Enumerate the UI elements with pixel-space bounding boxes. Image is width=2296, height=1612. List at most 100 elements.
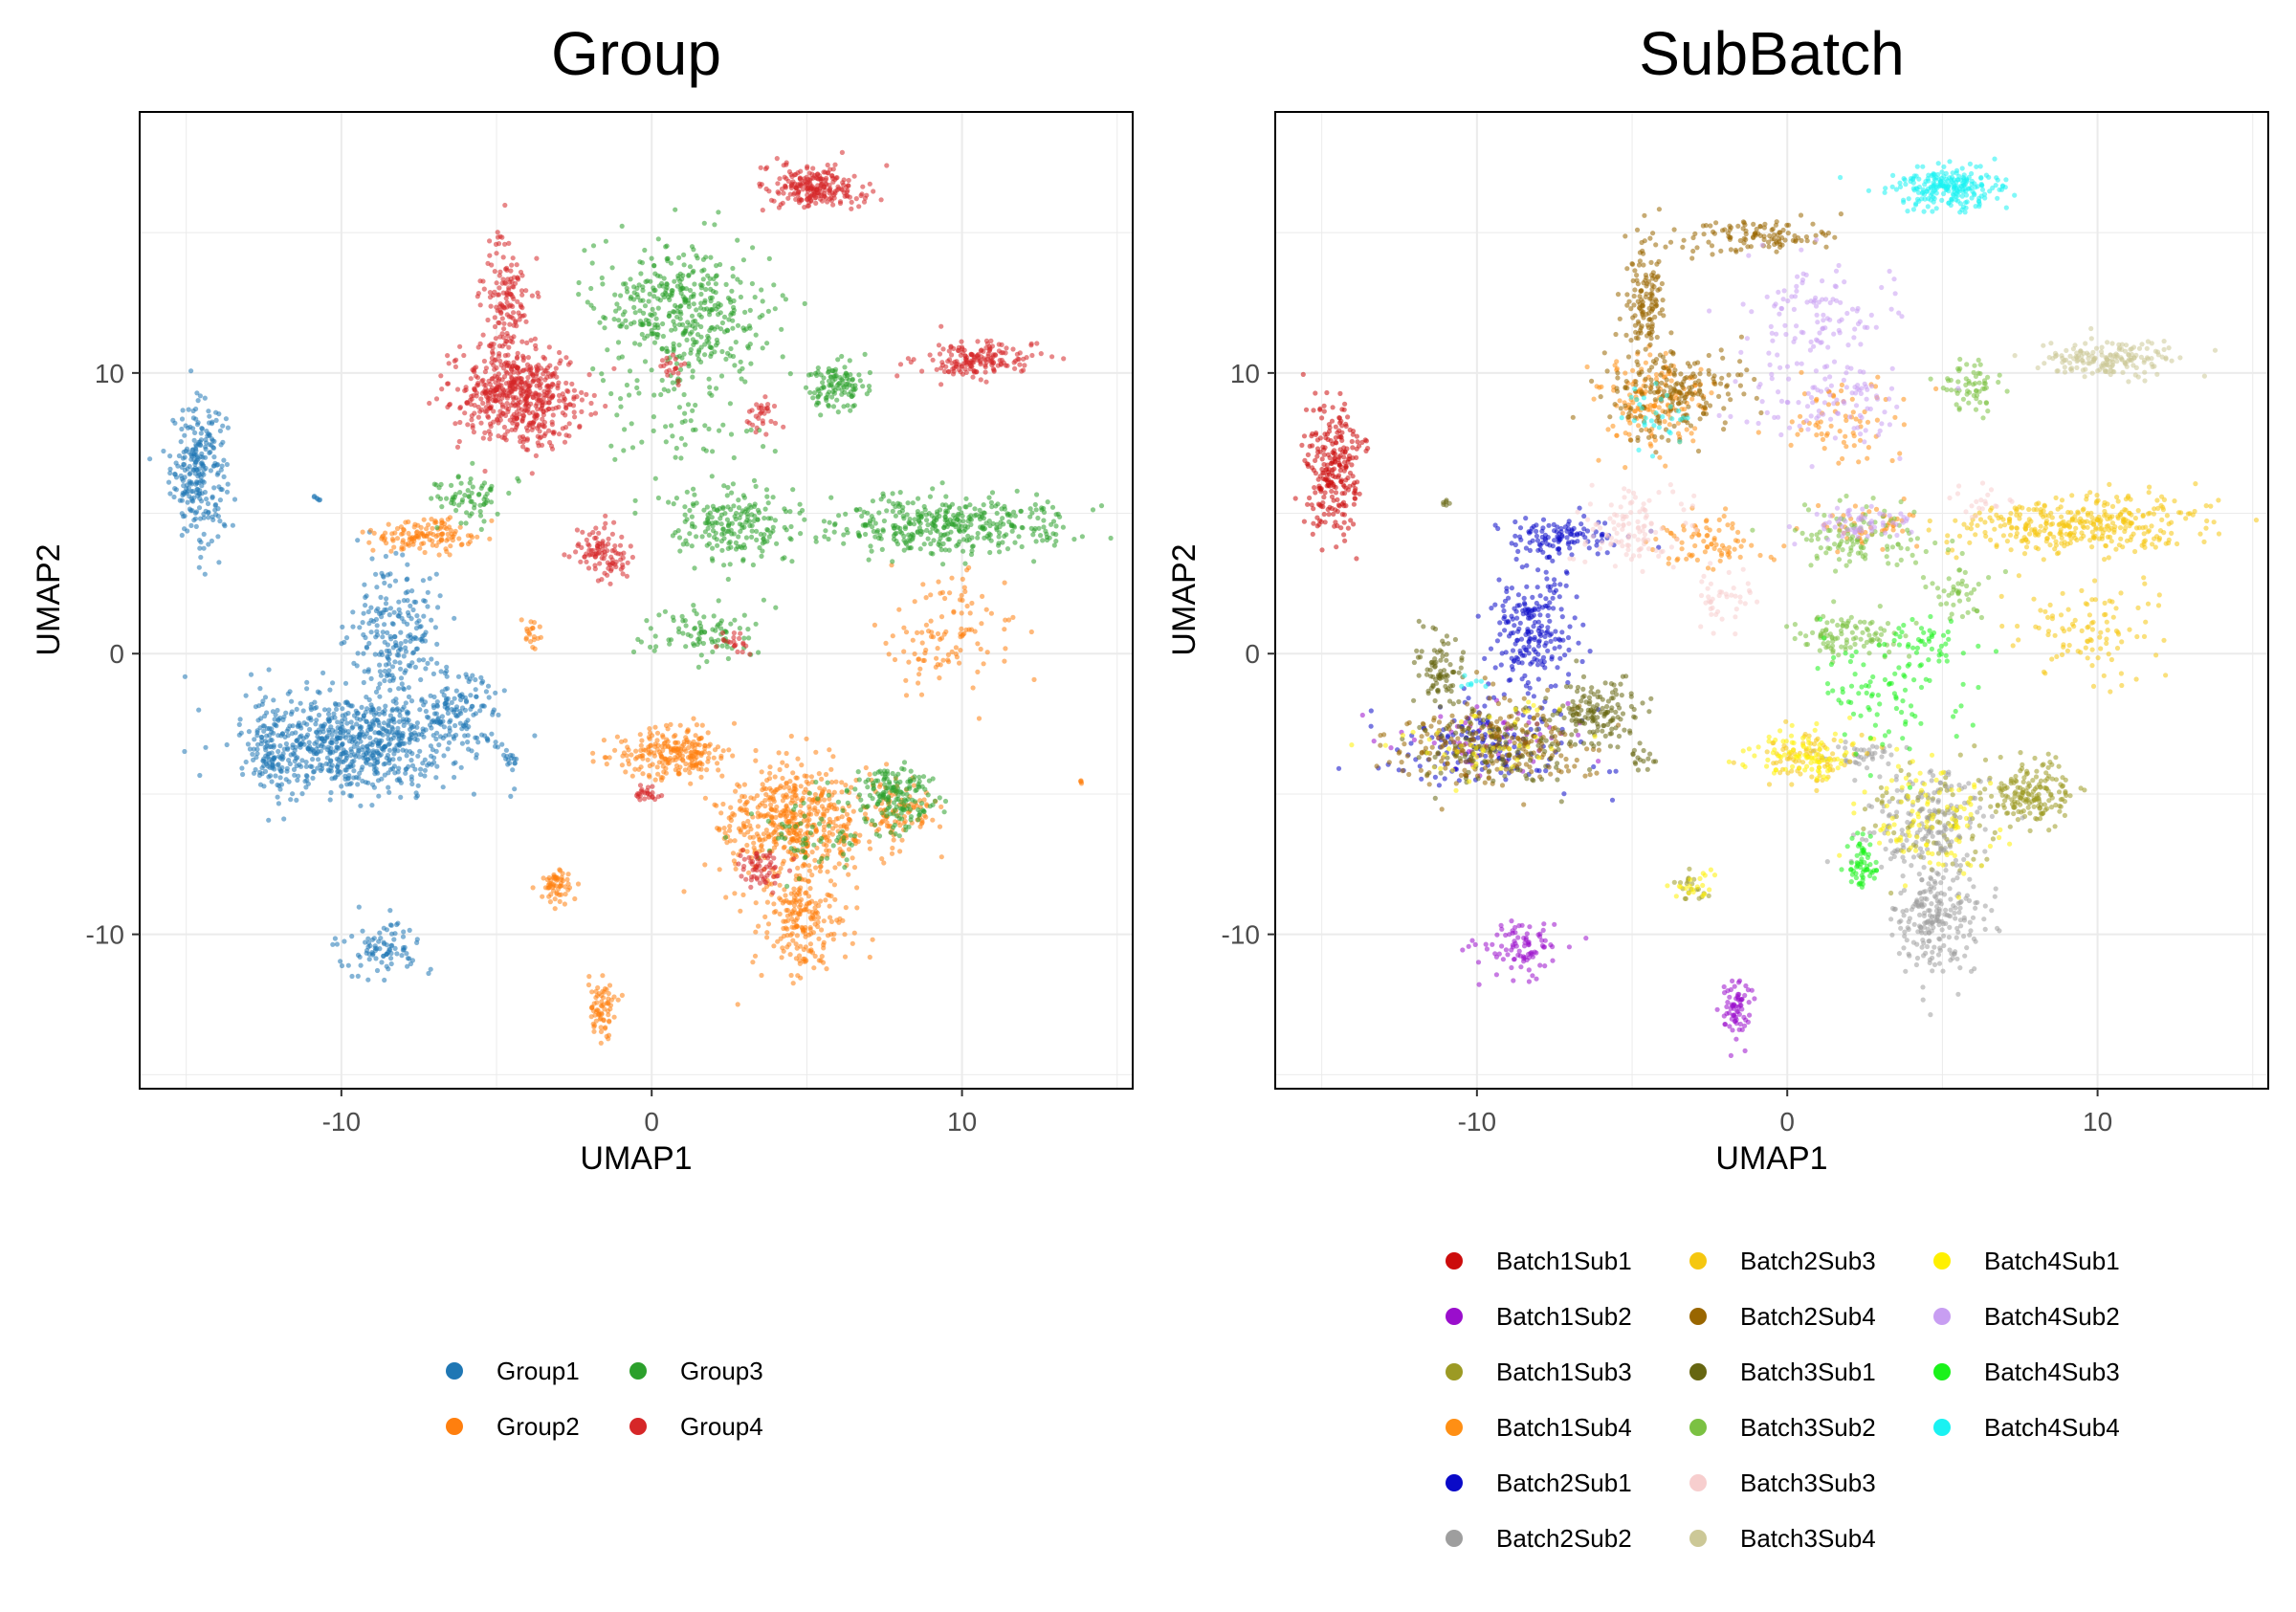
data-point — [381, 610, 386, 615]
data-point — [577, 280, 582, 285]
data-point — [824, 966, 828, 971]
data-point — [366, 667, 371, 672]
data-point — [903, 678, 908, 683]
data-point — [717, 429, 721, 433]
data-point — [359, 725, 364, 730]
data-point — [868, 847, 872, 851]
data-point — [957, 506, 961, 511]
data-point — [410, 651, 415, 655]
data-point — [834, 838, 839, 843]
data-point — [772, 910, 777, 915]
data-point — [384, 541, 388, 545]
data-point — [170, 418, 175, 423]
data-point — [502, 688, 507, 693]
data-point — [904, 792, 909, 797]
data-point — [309, 707, 314, 712]
data-point — [419, 525, 424, 530]
data-point — [721, 748, 726, 753]
data-point — [656, 496, 661, 500]
data-point — [206, 511, 210, 516]
data-point — [691, 319, 695, 323]
data-point — [633, 498, 638, 503]
data-point — [203, 396, 208, 401]
data-point — [958, 597, 962, 602]
data-point — [827, 404, 831, 409]
data-point — [472, 792, 476, 797]
data-point — [821, 385, 826, 389]
data-point — [712, 756, 717, 761]
data-point — [438, 593, 443, 598]
data-point — [327, 718, 332, 723]
data-point — [751, 841, 756, 846]
data-point — [990, 490, 995, 495]
data-point — [681, 253, 686, 257]
data-point — [971, 543, 976, 548]
data-point — [754, 529, 759, 534]
data-point — [499, 742, 504, 747]
data-point — [448, 515, 453, 519]
data-point — [405, 563, 409, 567]
data-point — [871, 188, 875, 193]
data-point — [356, 974, 361, 979]
data-point — [362, 583, 366, 587]
data-point — [718, 867, 722, 872]
data-point — [382, 678, 386, 683]
data-point — [756, 924, 761, 929]
data-point — [891, 491, 895, 496]
data-point — [621, 448, 626, 453]
data-point — [631, 650, 636, 654]
data-point — [706, 743, 711, 748]
data-point — [784, 884, 789, 889]
data-point — [693, 403, 697, 408]
data-point — [1061, 356, 1066, 361]
data-point — [858, 378, 863, 383]
data-point — [662, 387, 667, 392]
data-point — [399, 781, 404, 785]
data-point — [273, 773, 277, 778]
data-point — [707, 533, 712, 538]
data-point — [731, 481, 736, 486]
data-point — [757, 510, 762, 515]
data-point — [370, 938, 375, 942]
data-point — [356, 651, 361, 655]
data-point — [845, 527, 850, 532]
data-point — [203, 572, 208, 577]
data-point — [586, 983, 591, 987]
data-point — [357, 625, 362, 629]
data-point — [401, 748, 406, 753]
data-point — [191, 415, 196, 420]
data-point — [409, 616, 414, 621]
data-point — [339, 760, 343, 764]
data-point — [759, 287, 763, 292]
data-point — [429, 694, 433, 698]
data-point — [780, 761, 784, 765]
data-point — [818, 412, 823, 417]
data-point — [690, 244, 695, 249]
data-point — [324, 762, 329, 766]
data-point — [943, 799, 948, 804]
data-point — [216, 560, 221, 564]
data-point — [383, 640, 387, 645]
data-point — [340, 625, 344, 629]
data-point — [197, 492, 202, 497]
data-point — [764, 487, 769, 492]
data-point — [258, 783, 263, 787]
data-point — [714, 804, 718, 808]
data-point — [364, 948, 369, 953]
data-point — [831, 404, 836, 409]
data-point — [601, 1003, 606, 1007]
data-point — [745, 344, 750, 349]
data-point — [904, 629, 909, 634]
data-point — [191, 518, 196, 522]
data-point — [367, 957, 372, 961]
data-point — [408, 664, 412, 669]
data-point — [795, 933, 800, 938]
data-point — [591, 243, 596, 248]
data-point — [913, 788, 917, 793]
data-point — [250, 752, 254, 757]
data-point — [452, 775, 456, 780]
data-point — [724, 282, 729, 287]
data-point — [888, 811, 893, 816]
data-point — [294, 798, 298, 803]
data-point — [902, 760, 907, 764]
